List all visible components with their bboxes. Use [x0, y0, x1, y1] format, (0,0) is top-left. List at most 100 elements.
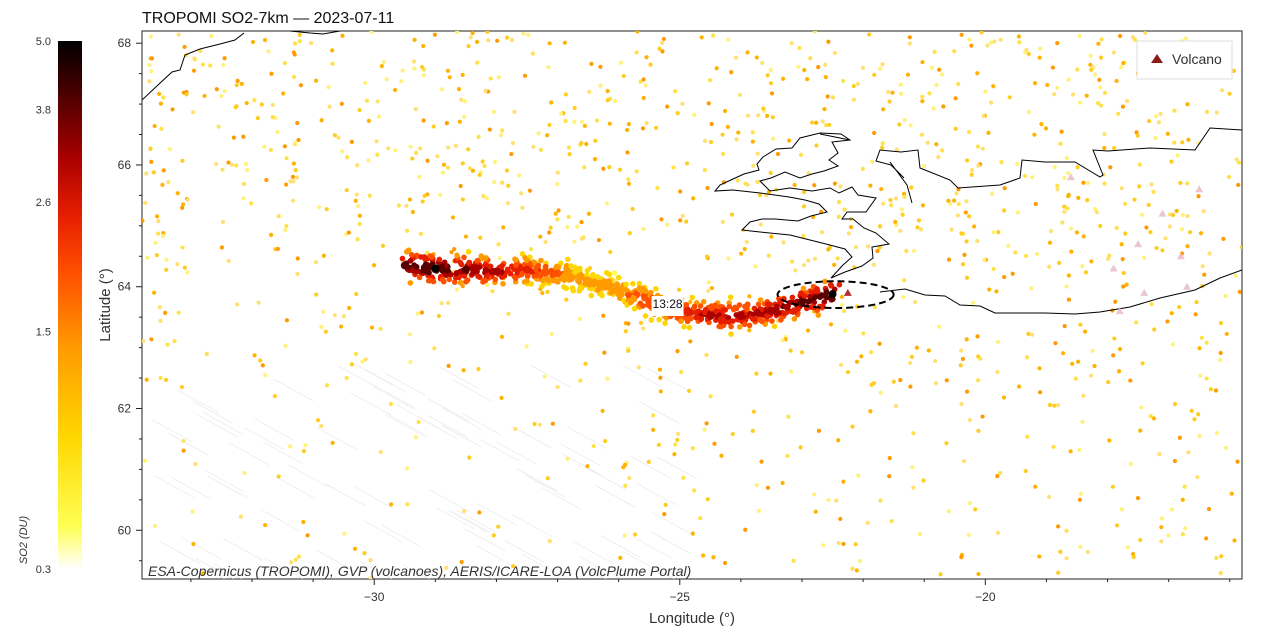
so2-pixel [491, 533, 496, 538]
so2-pixel [867, 32, 872, 37]
so2-pixel [702, 138, 708, 143]
so2-pixel [823, 75, 828, 80]
so2-pixel [726, 37, 731, 42]
so2-pixel [934, 142, 939, 147]
so2-pixel [572, 105, 577, 111]
plume-pixel [656, 316, 662, 323]
so2-pixel [623, 329, 628, 334]
so2-pixel [854, 359, 860, 364]
so2-pixel [466, 147, 471, 152]
plume-point [523, 265, 531, 274]
so2-pixel [164, 257, 169, 262]
so2-pixel [460, 197, 465, 202]
so2-pixel [678, 189, 683, 194]
so2-pixel [388, 502, 394, 507]
so2-pixel [355, 203, 360, 209]
so2-pixel [846, 231, 851, 236]
so2-pixel [149, 69, 154, 74]
so2-pixel [190, 509, 195, 514]
volcano-marker [1134, 240, 1143, 248]
so2-pixel [1183, 526, 1188, 531]
so2-pixel [349, 139, 354, 145]
plume-pixel [542, 263, 549, 270]
so2-pixel [899, 207, 904, 212]
so2-pixel [462, 99, 467, 104]
swath-stripe [337, 365, 378, 388]
so2-pixel [161, 168, 166, 173]
so2-pixel [241, 134, 246, 139]
so2-pixel [987, 287, 992, 292]
so2-pixel [805, 77, 810, 82]
so2-pixel [536, 131, 541, 136]
swath-stripe [450, 510, 491, 533]
so2-pixel [1016, 384, 1022, 389]
volcano-marker [1115, 307, 1124, 315]
so2-pixel [547, 230, 552, 235]
so2-pixel [486, 38, 491, 43]
volcano-marker [1140, 288, 1149, 296]
so2-pixel [1197, 346, 1202, 351]
so2-pixel [1138, 428, 1143, 433]
so2-pixel [1121, 284, 1126, 289]
so2-pixel [839, 294, 845, 299]
so2-pixel [872, 72, 877, 77]
so2-pixel [548, 225, 553, 230]
so2-pixel [1237, 160, 1242, 165]
so2-pixel [202, 93, 207, 99]
swath-stripe [442, 407, 483, 431]
so2-pixel [445, 165, 451, 170]
so2-pixel [231, 135, 236, 140]
so2-pixel [1233, 273, 1238, 278]
so2-pixel [898, 378, 903, 383]
swath-stripe [635, 482, 677, 506]
so2-pixel [305, 533, 310, 538]
so2-pixel [408, 332, 413, 337]
so2-pixel [754, 55, 759, 60]
so2-pixel [1157, 452, 1162, 457]
so2-pixel [691, 196, 696, 201]
plume-pixel [408, 251, 415, 258]
so2-pixel [688, 299, 693, 305]
so2-pixel [283, 343, 288, 348]
so2-pixel [1059, 129, 1064, 134]
so2-pixel [722, 560, 728, 566]
plume-pixel [439, 276, 446, 283]
so2-pixel [555, 217, 560, 222]
so2-pixel [871, 262, 877, 267]
so2-pixel [1045, 82, 1050, 88]
plot-area [141, 30, 1243, 580]
so2-pixel [214, 87, 219, 92]
so2-pixel [1125, 545, 1131, 550]
so2-pixel [880, 141, 885, 146]
plume-pixel [442, 267, 449, 273]
swath-stripe [511, 425, 552, 449]
so2-pixel [283, 227, 288, 233]
so2-pixel [673, 442, 678, 447]
so2-pixel [1196, 412, 1201, 417]
so2-pixel [1180, 140, 1185, 145]
so2-pixel [621, 73, 626, 79]
so2-pixel [374, 139, 379, 144]
so2-pixel [897, 122, 902, 127]
so2-pixel [360, 359, 365, 364]
so2-pixel [332, 133, 337, 138]
so2-pixel [865, 244, 871, 249]
so2-pixel [1169, 159, 1174, 164]
so2-pixel [1208, 387, 1213, 392]
so2-pixel [966, 532, 971, 537]
so2-pixel [180, 205, 185, 210]
plume-pixel [630, 280, 636, 287]
so2-pixel [946, 509, 951, 514]
so2-pixel [861, 331, 866, 336]
so2-pixel [415, 311, 420, 316]
plume-point [492, 267, 501, 276]
so2-pixel [1047, 402, 1053, 408]
so2-pixel [1024, 355, 1030, 360]
so2-pixel [158, 318, 163, 323]
so2-pixel [964, 199, 969, 204]
so2-pixel [440, 170, 445, 175]
so2-pixel [813, 509, 818, 514]
so2-pixel [367, 193, 372, 198]
plume-pixel [533, 272, 540, 279]
so2-pixel [165, 342, 170, 347]
